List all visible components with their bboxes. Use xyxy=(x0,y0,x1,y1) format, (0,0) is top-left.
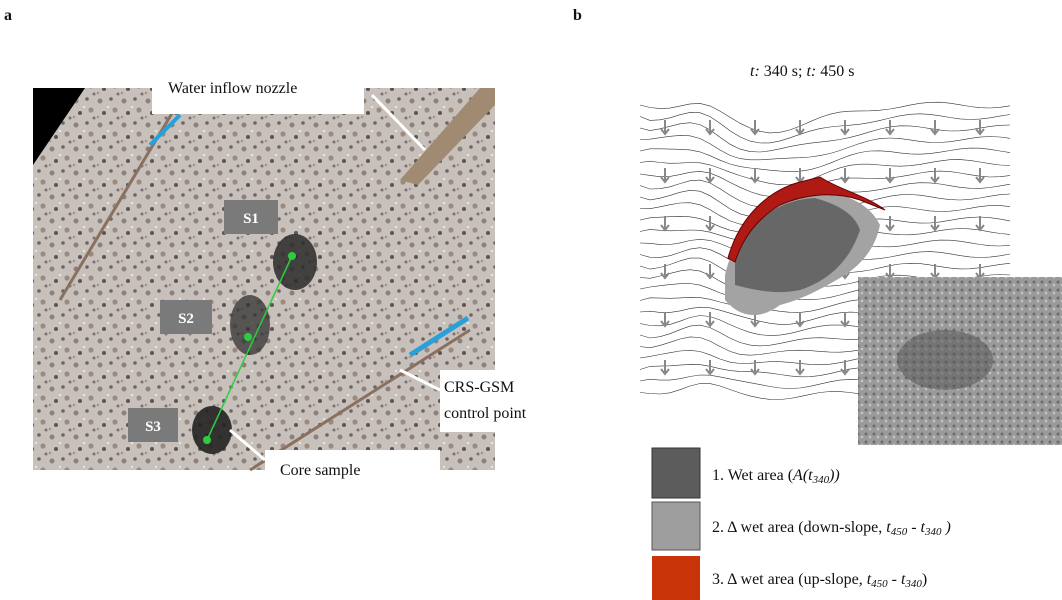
panel-label: b xyxy=(573,7,582,24)
figure: a b Water inflow nozzle S1 S2 S3 CRS-GSM… xyxy=(0,0,1062,600)
sample-label: S2 xyxy=(178,311,194,327)
legend-label: 3. Δ wet area (up-slope, t450 - t340) xyxy=(712,571,927,590)
annotation: CRS-GSM xyxy=(444,379,514,396)
legend-label: 1. Wet area (A(t340)) xyxy=(712,467,840,486)
inset-wet-area xyxy=(897,330,993,390)
annotation: Core sample xyxy=(280,462,360,479)
map-title: t: 340 s; t: 450 s xyxy=(750,63,854,80)
sample-label: S3 xyxy=(145,419,161,435)
legend: 1. Wet area (A(t340)) 2. Δ wet area (dow… xyxy=(652,448,951,600)
annotation: control point xyxy=(444,405,527,422)
legend-label: 2. Δ wet area (down-slope, t450 - t340 ) xyxy=(712,519,951,538)
panel-label: a xyxy=(4,7,12,24)
sample-label: S1 xyxy=(243,211,259,227)
annotation: Water inflow nozzle xyxy=(168,80,297,97)
photo xyxy=(33,88,495,470)
